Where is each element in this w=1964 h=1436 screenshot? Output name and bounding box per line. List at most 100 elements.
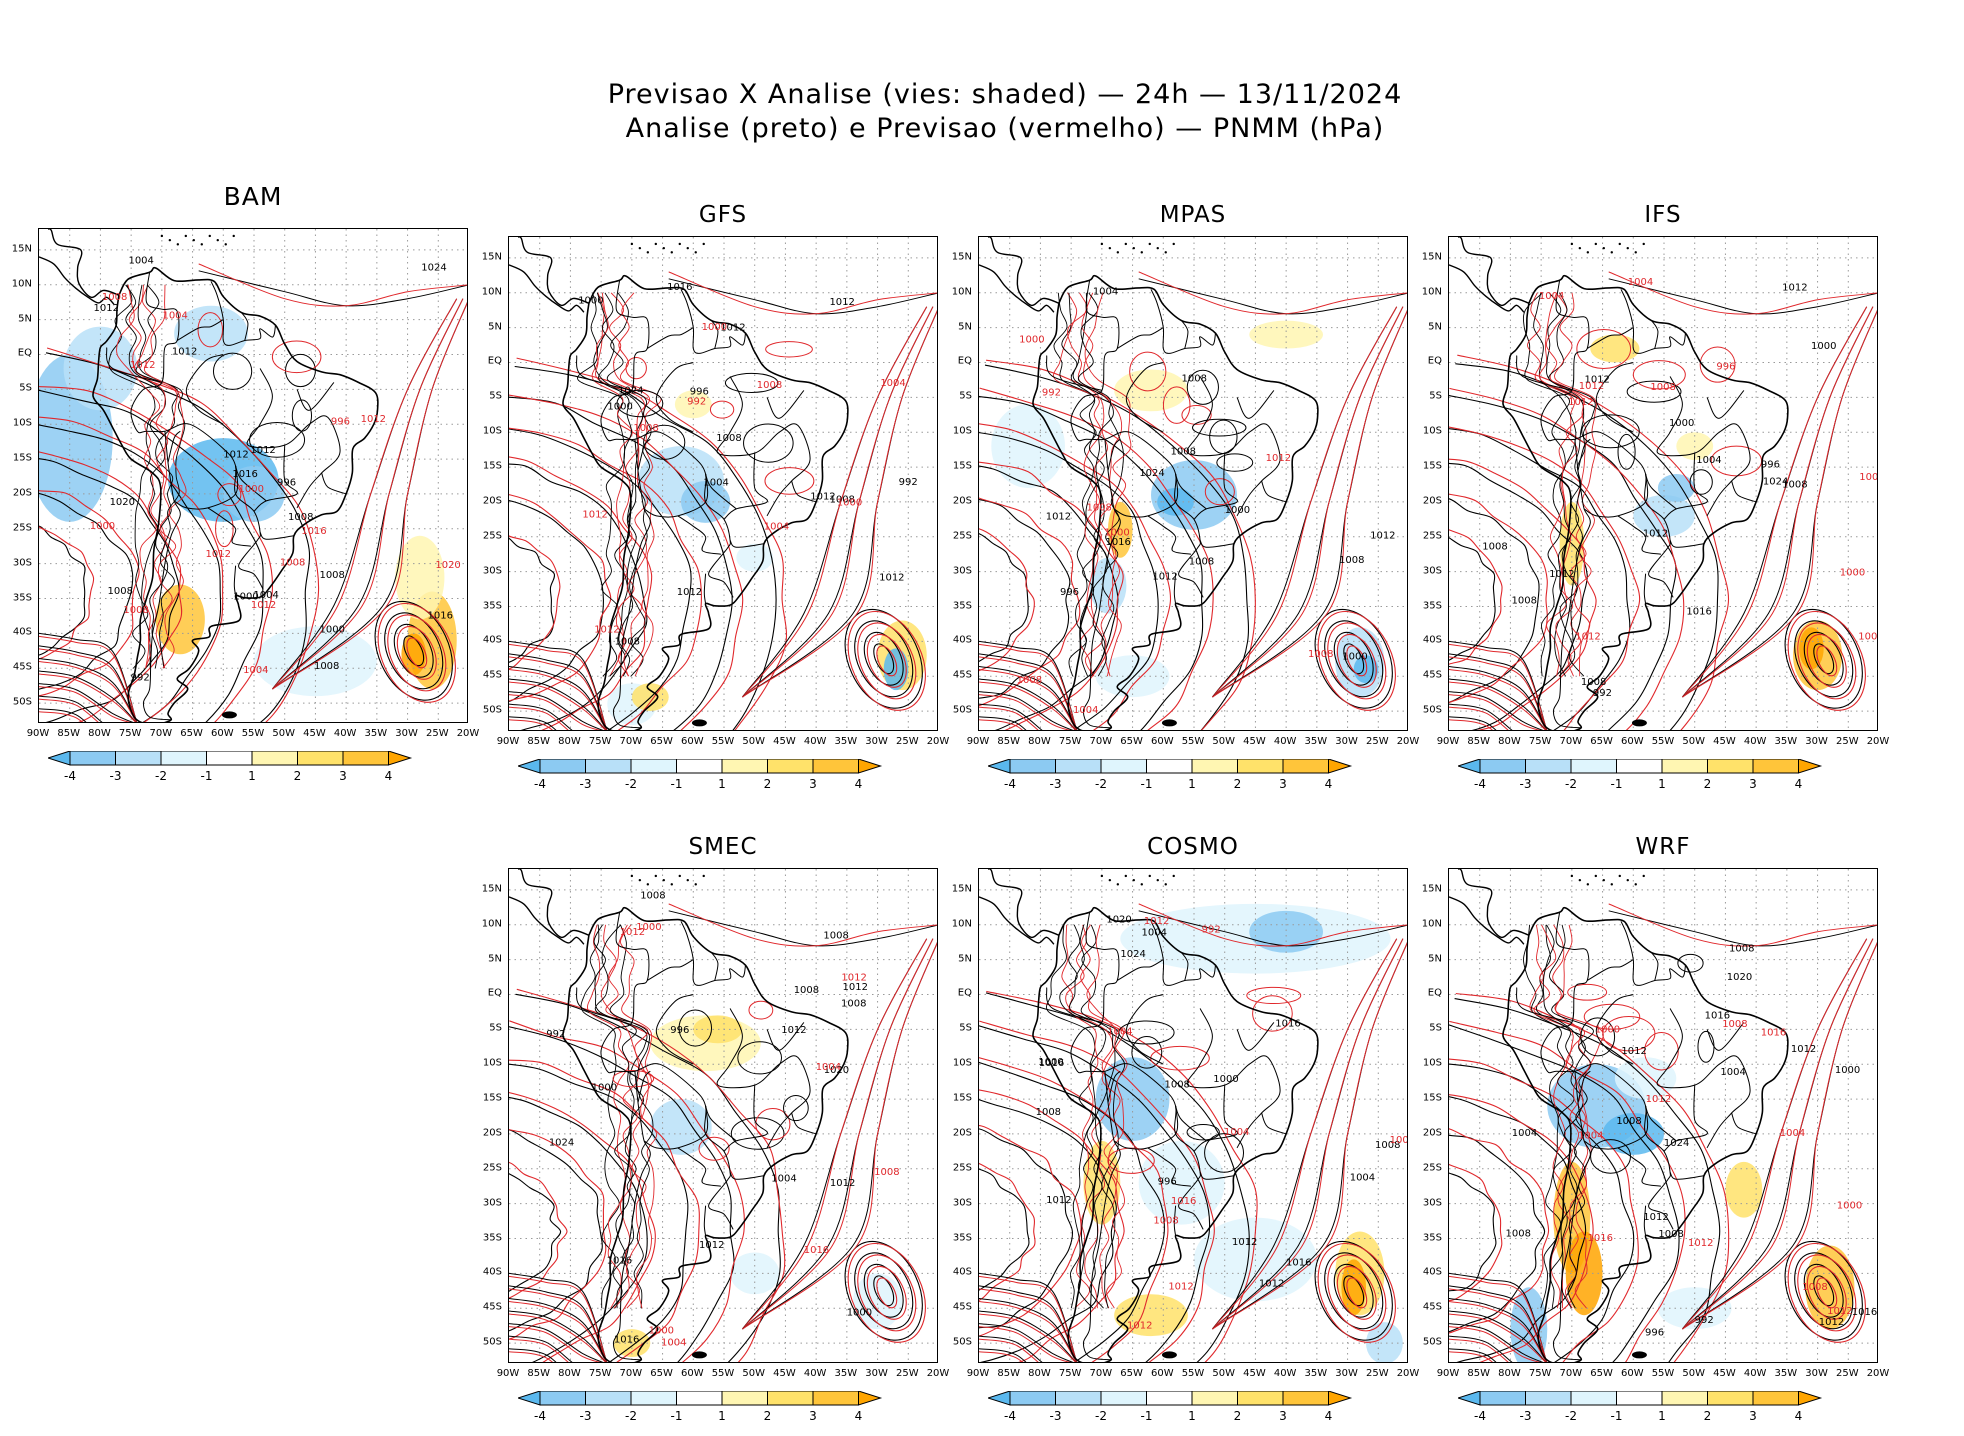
- analysis-contour-label: 1016: [1275, 1019, 1300, 1030]
- country-border: [612, 439, 651, 729]
- forecast-isobar: [979, 656, 1078, 730]
- lat-tick-label: 35S: [952, 600, 972, 611]
- country-border: [1586, 327, 1634, 349]
- lon-tick-label: 30W: [1335, 736, 1358, 747]
- lon-tick-label: 25W: [1835, 736, 1859, 747]
- lat-tick-label: 40S: [1422, 634, 1442, 646]
- colorbar-swatch: [1146, 759, 1193, 774]
- colorbar-swatch: [585, 759, 632, 774]
- lat-tick-label: 50S: [1422, 1336, 1442, 1348]
- lat-tick-label: 15N: [951, 251, 972, 263]
- forecast-isobar: [1449, 1313, 1546, 1362]
- forecast-isobar: [1212, 938, 1398, 1330]
- country-border: [1595, 362, 1634, 433]
- island: [1164, 251, 1167, 254]
- colorbar-tick-label: -3: [1049, 777, 1062, 791]
- colorbar-tick-label: 3: [1279, 777, 1287, 791]
- colorbar-tick-label: -3: [1049, 1409, 1062, 1423]
- colorbar-tick-label: -2: [625, 1409, 637, 1423]
- lon-tick-label: 60W: [1620, 736, 1644, 747]
- country-border: [1516, 355, 1573, 391]
- island: [1140, 883, 1143, 886]
- forecast-contour-label: 1004: [661, 1337, 686, 1348]
- country-border: [253, 445, 298, 512]
- lon-tick-label: 50W: [742, 736, 766, 747]
- analysis-contour-label: 1008: [1182, 374, 1207, 385]
- pressure-map: 1012 1008 1012 1008 1012 1016 1008 1004 1000 996 9…: [1448, 236, 1878, 731]
- forecast-isobar: [698, 1136, 730, 1161]
- bias-shading: [613, 1015, 903, 1358]
- colorbar-swatch: [858, 1391, 883, 1406]
- colorbar-tick-label: -2: [1095, 1409, 1107, 1423]
- forecast-isobar: [1449, 681, 1546, 730]
- lat-tick-label: 30S: [1422, 565, 1442, 577]
- lon-tick-label: 25W: [895, 736, 919, 747]
- lon-tick-label: 80W: [558, 1368, 581, 1379]
- bias-colorbar: -4 -3 -2 -1 1 2 3 4: [988, 759, 1398, 799]
- lon-tick-label: 80W: [88, 728, 111, 739]
- lat-tick-label: 5S: [1429, 1022, 1442, 1034]
- colorbar-swatch: [539, 1391, 586, 1406]
- analysis-contour-label: 1012: [93, 303, 118, 314]
- forecast-isobar: [1554, 292, 1597, 677]
- forecast-contour-label: 1000: [1104, 527, 1129, 538]
- lon-tick-label: 25W: [1365, 1368, 1389, 1379]
- country-border: [637, 1070, 651, 1103]
- colorbar-swatch: [767, 759, 814, 774]
- colorbar-swatch: [1282, 1391, 1329, 1406]
- colorbar-swatch: [1707, 759, 1754, 774]
- analysis-isobar: [979, 716, 1027, 730]
- lat-tick-label: 50S: [952, 1336, 972, 1348]
- analysis-isobar: [39, 708, 87, 722]
- analysis-contour-label: 1012: [1643, 529, 1668, 540]
- country-border: [1236, 1022, 1275, 1051]
- lon-tick-label: 20W: [1396, 736, 1420, 747]
- analysis-isobar: [509, 1335, 573, 1362]
- lat-tick-label: 50S: [12, 696, 32, 708]
- country-border: [1082, 1071, 1121, 1361]
- country-border: [1070, 912, 1204, 1230]
- forecast-isobar: [979, 1089, 1125, 1362]
- forecast-isobar: [979, 1162, 1036, 1301]
- analysis-contour-label: 1016: [1039, 1058, 1064, 1069]
- map-canvas: 1012 1008 1012 1008 1012 1008 1004 1000 996 1024 1…: [979, 237, 1407, 730]
- analysis-contour-label: 992: [131, 673, 150, 684]
- analysis-isobar: [249, 421, 306, 458]
- island: [1642, 874, 1645, 878]
- analysis-isobar: [1455, 363, 1719, 730]
- forecast-contour-label: 1004: [764, 522, 789, 533]
- forecast-isobar: [39, 698, 99, 722]
- analysis-isobar: [1131, 1036, 1163, 1069]
- country-border: [235, 465, 267, 502]
- isobars: [979, 271, 1407, 730]
- lon-tick-label: 70W: [1089, 736, 1113, 747]
- lat-tick-label: 30S: [482, 565, 502, 577]
- lat-tick-label: 5N: [958, 321, 972, 333]
- forecast-isobar: [1449, 1128, 1550, 1334]
- lon-tick-label: 70W: [619, 1368, 643, 1379]
- map-canvas: 1012100810121008101610121012100810041000…: [1449, 869, 1877, 1362]
- lat-tick-label: 15N: [951, 883, 972, 895]
- colorbar-swatch: [69, 751, 116, 766]
- forecast-isobar: [1682, 942, 1877, 1330]
- lat-tick-label: 10S: [12, 417, 32, 429]
- forecast-isobar: [39, 648, 138, 722]
- forecast-contour-label: 992: [1202, 924, 1221, 935]
- country-border: [1261, 1112, 1287, 1135]
- island: [670, 251, 673, 254]
- panel-title: MPAS: [1159, 202, 1227, 228]
- forecast-isobar: [979, 461, 1124, 730]
- analysis-contour-label: 1008: [1339, 555, 1364, 566]
- forecast-isobar: [1449, 706, 1509, 730]
- forecast-contour-label: 1008: [280, 558, 305, 569]
- forecast-contour-label: 1012: [1827, 1306, 1852, 1317]
- lat-tick-label: 45S: [482, 1301, 502, 1313]
- forecast-isobar: [979, 694, 1071, 730]
- pressure-map: 1012 1008 1016 1012 1008 1012 1008 1004 1000 996 9…: [38, 228, 468, 723]
- pressure-map: 1012 1008 1012 1008 1016 1012 1012 1008 1004 1000…: [1448, 868, 1878, 1363]
- central-america-coast: [39, 256, 115, 305]
- analysis-contour-label: 1008: [319, 570, 344, 581]
- lon-tick-label: 40W: [1273, 1368, 1297, 1379]
- island: [1586, 251, 1590, 254]
- analysis-isobar: [1080, 924, 1126, 1309]
